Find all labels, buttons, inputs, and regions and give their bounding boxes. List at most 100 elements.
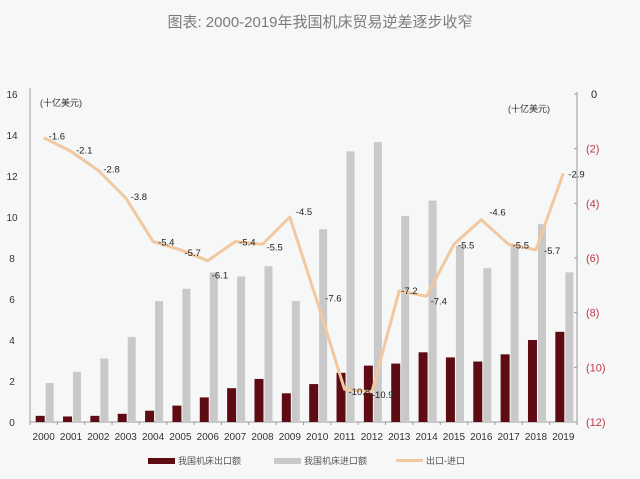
import-bar	[155, 301, 164, 422]
export-bar	[227, 388, 237, 422]
import-bar	[401, 215, 410, 422]
import-bar	[565, 272, 574, 422]
right-axis-tick-label: (2)	[586, 144, 599, 156]
legend-label-export: 我国机床出口额	[178, 456, 242, 466]
x-axis-year-label: 2013	[388, 432, 411, 443]
legend-swatch-export	[148, 457, 175, 464]
x-axis-year-label: 2007	[224, 432, 247, 443]
left-axis-tick-label: 6	[9, 295, 15, 306]
right-axis-tick-label: (6)	[586, 253, 599, 265]
chart-legend: 我国机床出口额 我国机床进口额 出口-进口	[0, 454, 640, 470]
import-bar	[537, 224, 546, 422]
export-bar	[500, 354, 510, 422]
balance-data-label: -4.6	[489, 208, 505, 219]
balance-data-label: -6.1	[212, 271, 228, 282]
x-axis-year-label: 2002	[87, 432, 110, 443]
legend-item-balance: 出口-进口	[396, 454, 465, 467]
import-bar	[209, 272, 218, 422]
export-bar	[145, 410, 155, 422]
x-axis-year-label: 2018	[525, 432, 548, 443]
balance-data-label: -2.1	[76, 145, 92, 156]
balance-data-label: -7.6	[325, 294, 341, 305]
export-bar	[418, 352, 428, 422]
x-axis-year-label: 2019	[552, 432, 575, 443]
export-bar	[527, 340, 537, 422]
x-axis-year-label: 2005	[169, 432, 192, 443]
import-bar	[100, 358, 109, 422]
x-axis-year-label: 2006	[197, 432, 220, 443]
right-axis-tick-label: (12)	[586, 417, 606, 429]
balance-data-label: -3.8	[131, 192, 147, 203]
left-axis-tick-label: 16	[6, 90, 18, 101]
legend-swatch-import	[274, 457, 301, 464]
import-bar	[182, 288, 191, 422]
balance-data-label: -10.9	[372, 390, 394, 401]
left-axis-tick-label: 2	[9, 377, 15, 388]
right-axis-tick-label: (4)	[586, 198, 599, 210]
right-axis-tick-label: (10)	[586, 362, 606, 374]
import-bar	[73, 371, 82, 422]
import-bar	[483, 268, 492, 422]
import-bar	[45, 383, 54, 422]
left-axis-tick-label: 4	[9, 336, 15, 347]
import-bar	[291, 301, 300, 422]
export-bar	[90, 415, 100, 422]
export-bar	[199, 397, 209, 422]
x-axis-year-label: 2004	[142, 432, 165, 443]
export-bar	[445, 357, 455, 422]
legend-label-import: 我国机床进口额	[304, 456, 368, 466]
left-axis-tick-label: 14	[6, 131, 18, 142]
x-axis-year-label: 2012	[361, 432, 384, 443]
balance-data-label: -10.8	[349, 387, 371, 398]
export-bar	[281, 393, 291, 422]
export-bar	[63, 416, 73, 422]
legend-swatch-balance	[396, 459, 423, 462]
export-bar	[336, 372, 346, 422]
legend-item-export: 我国机床出口额	[148, 454, 241, 467]
balance-data-label: -2.9	[568, 169, 584, 180]
x-axis-year-label: 2009	[279, 432, 302, 443]
x-axis-year-label: 2014	[415, 432, 438, 443]
x-axis-year-label: 2016	[470, 432, 493, 443]
chart-title: 图表: 2000-2019年我国机床贸易逆差逐步收窄	[167, 14, 473, 31]
x-axis-year-label: 2010	[306, 432, 329, 443]
legend-label-balance: 出口-进口	[426, 456, 465, 466]
x-axis-year-label: 2017	[498, 432, 521, 443]
export-bar	[309, 384, 319, 422]
balance-data-label: -5.7	[184, 248, 200, 259]
right-axis-tick-label: 0	[591, 89, 597, 101]
left-axis-tick-label: 12	[6, 172, 18, 183]
export-bar	[363, 365, 373, 422]
import-bar	[237, 276, 246, 422]
balance-data-label: -7.4	[431, 296, 447, 307]
import-bar	[127, 336, 136, 422]
legend-item-import: 我国机床进口额	[274, 454, 367, 467]
import-bar	[510, 245, 519, 422]
left-axis-tick-label: 10	[6, 213, 18, 224]
export-bar	[35, 415, 45, 422]
import-bar	[346, 151, 355, 422]
x-axis-year-label: 2008	[251, 432, 274, 443]
balance-data-label: -2.8	[103, 165, 119, 176]
export-bar	[117, 413, 127, 422]
x-axis-year-label: 2011	[334, 432, 356, 443]
right-axis-unit: (十亿美元)	[508, 103, 550, 114]
balance-data-label: -1.6	[49, 132, 65, 143]
export-bar	[254, 378, 264, 422]
x-axis-year-label: 2003	[115, 432, 138, 443]
x-axis-year-label: 2001	[60, 432, 83, 443]
balance-data-label: -4.5	[296, 207, 312, 218]
export-bar	[172, 405, 182, 422]
import-bar	[455, 245, 464, 422]
left-axis-unit: (十亿美元)	[40, 97, 82, 108]
balance-data-label: -5.4	[239, 238, 255, 249]
balance-data-label: -5.4	[158, 238, 174, 249]
export-bar	[555, 331, 565, 422]
balance-data-label: -7.2	[401, 286, 417, 297]
balance-data-label: -5.5	[266, 242, 282, 253]
x-axis-year-label: 2015	[443, 432, 466, 443]
balance-line	[43, 136, 565, 394]
export-bar	[473, 361, 483, 422]
import-bar	[264, 266, 273, 422]
left-axis-tick-label: 8	[9, 254, 15, 265]
